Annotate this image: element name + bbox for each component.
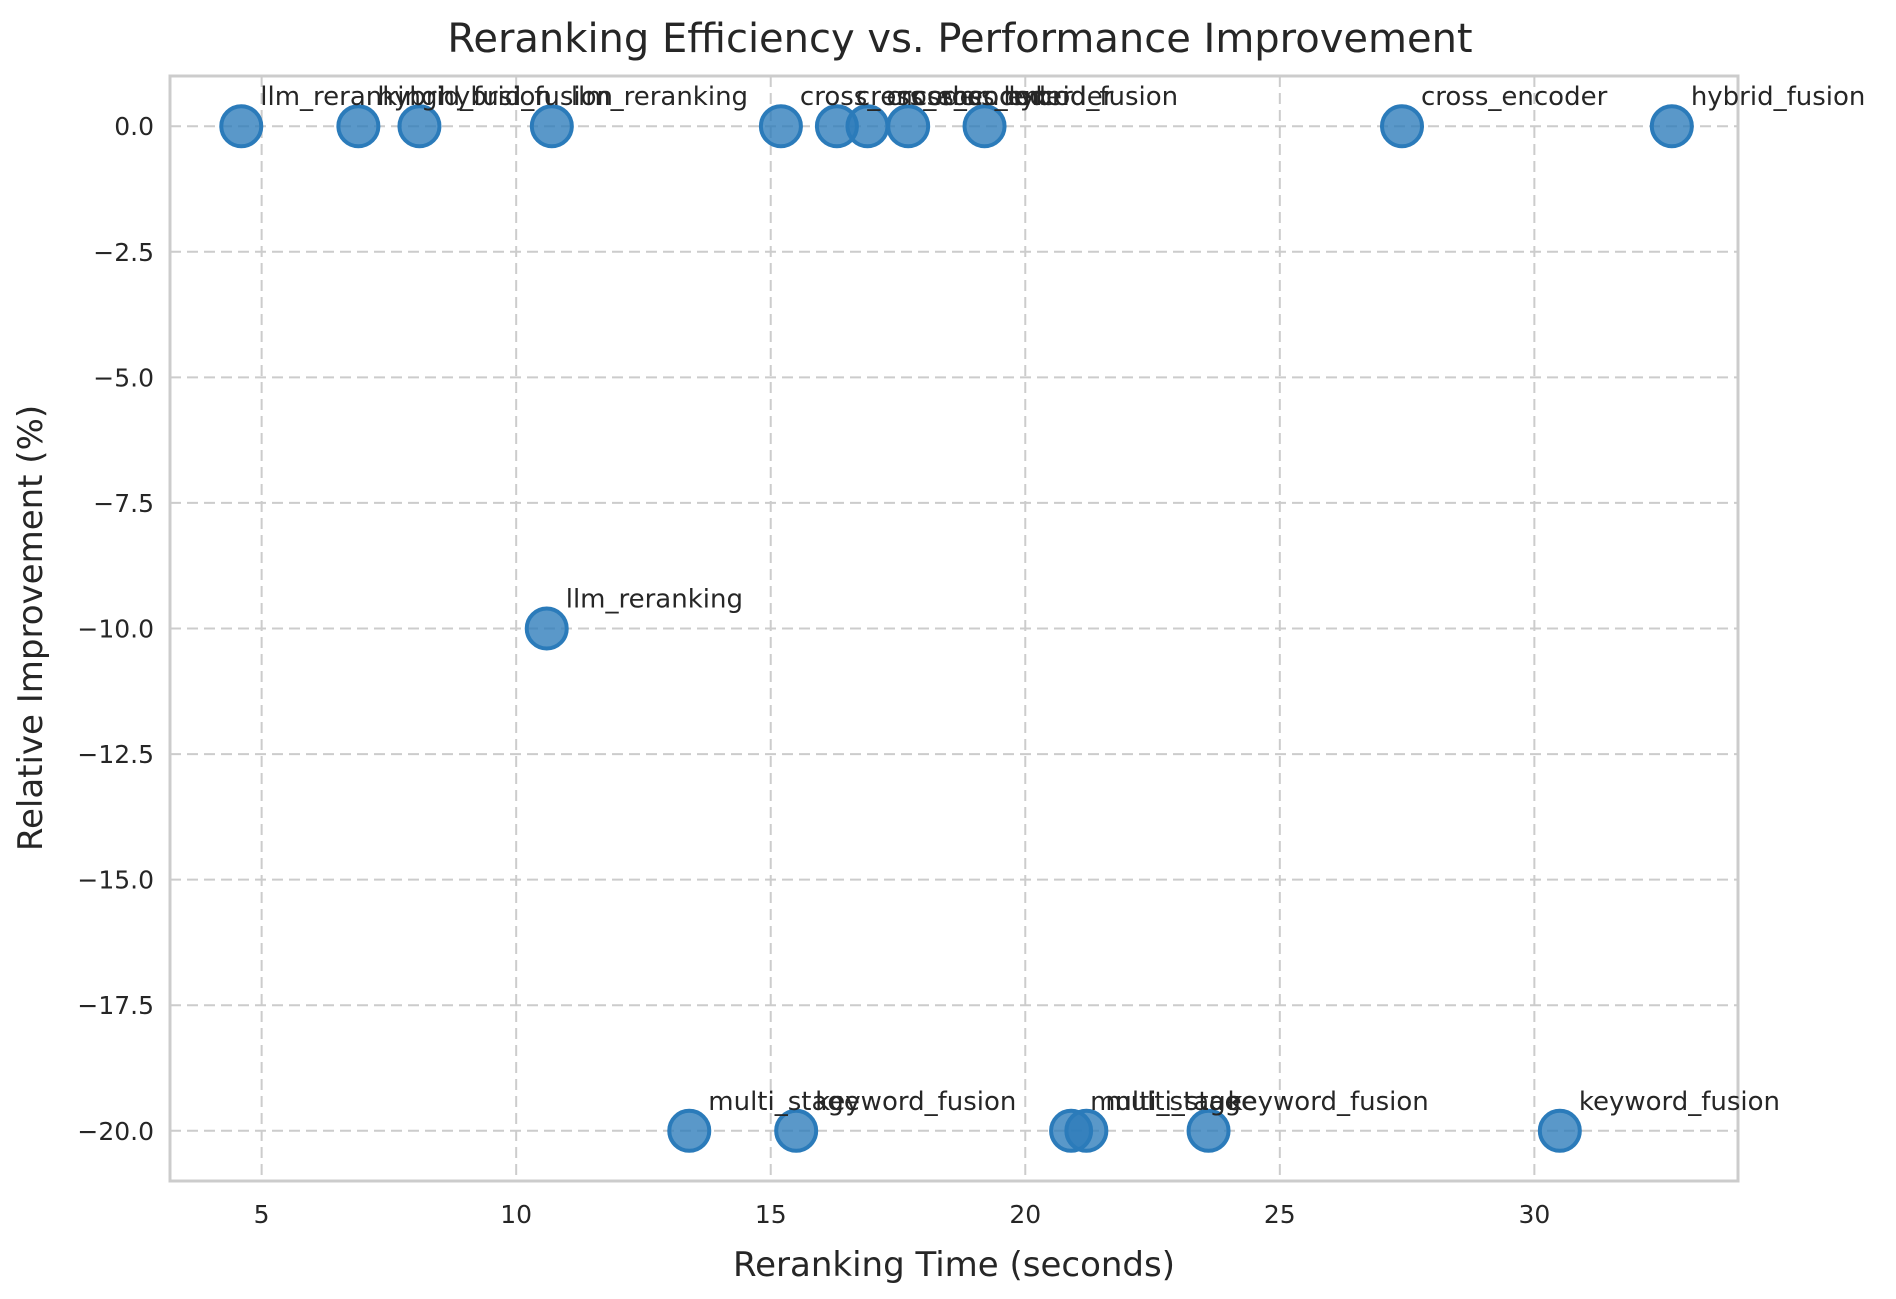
data-point xyxy=(962,104,1007,149)
plot-frame xyxy=(168,74,1740,1183)
x-tick-labels: 5 10 15 20 25 30 xyxy=(254,1200,1551,1229)
y-axis-label: Relative Improvement (%) xyxy=(11,405,51,851)
point-label: cross_encoder xyxy=(927,82,1114,112)
y-tick-label: 0.0 xyxy=(114,112,154,141)
point-label: llm_reranking xyxy=(571,82,748,112)
x-tick-label: 10 xyxy=(500,1200,532,1229)
point-label: cross_encoder xyxy=(1421,82,1608,112)
data-point xyxy=(524,606,569,651)
y-tick-labels: 0.0 −2.5 −5.0 −7.5 −10.0 −12.5 −15.0 −17.5 −20.0 xyxy=(77,112,154,1146)
data-point xyxy=(397,104,442,149)
data-point xyxy=(667,1108,712,1153)
point-label: keyword_fusion xyxy=(1579,1087,1780,1117)
chart-title: Reranking Efficiency vs. Performance Imp… xyxy=(447,16,1472,62)
point-label: hybrid_fusion xyxy=(1691,82,1866,112)
y-tick-label: −12.5 xyxy=(77,740,154,769)
point-label: hybrid_fusion xyxy=(377,82,552,112)
data-point xyxy=(1380,104,1424,149)
y-tick-label: −2.5 xyxy=(93,238,154,267)
point-label: llm_reranking xyxy=(566,585,743,615)
point-label: multi_stage xyxy=(1090,1087,1242,1117)
point-label: cross_encoder xyxy=(800,82,987,112)
y-tick-label: −7.5 xyxy=(93,489,154,518)
y-tick-label: −10.0 xyxy=(77,615,154,644)
grid-layer xyxy=(170,76,1738,1181)
data-point xyxy=(1537,1108,1582,1153)
data-point xyxy=(886,104,931,149)
x-tick-label: 20 xyxy=(1009,1200,1041,1229)
data-point xyxy=(529,104,574,149)
x-axis-label: Reranking Time (seconds) xyxy=(733,1245,1175,1285)
point-label: cross_encoder xyxy=(856,82,1043,112)
x-tick-label: 25 xyxy=(1264,1200,1296,1229)
y-tick-label: −15.0 xyxy=(77,866,154,895)
point-label: hybrid_fusion xyxy=(1004,82,1179,112)
data-point xyxy=(219,104,264,149)
data-point xyxy=(758,104,803,149)
point-label: multi_stage xyxy=(1105,1087,1257,1117)
scatter-points xyxy=(219,104,1694,1153)
point-label: keyword_fusion xyxy=(1228,1087,1429,1117)
y-tick-label: −20.0 xyxy=(77,1117,154,1146)
point-label: hybrid_fusion xyxy=(438,82,613,112)
x-tick-label: 15 xyxy=(755,1200,787,1229)
point-label: multi_stage xyxy=(708,1087,860,1117)
y-tick-label: −5.0 xyxy=(93,363,154,392)
data-point xyxy=(774,1108,819,1153)
data-point xyxy=(1649,104,1694,149)
point-label: llm_reranking xyxy=(260,82,437,112)
data-point xyxy=(1186,1108,1231,1153)
point-labels: llm_rerankinghybrid_fusionhybrid_fusionl… xyxy=(260,82,1865,1117)
x-tick-label: 5 xyxy=(254,1200,270,1229)
x-tick-label: 30 xyxy=(1518,1200,1550,1229)
point-label: keyword_fusion xyxy=(815,1087,1016,1117)
data-point xyxy=(1064,1108,1109,1153)
point-label: cross_encoder xyxy=(886,82,1073,112)
y-tick-label: −17.5 xyxy=(77,991,154,1020)
data-point xyxy=(336,104,381,149)
